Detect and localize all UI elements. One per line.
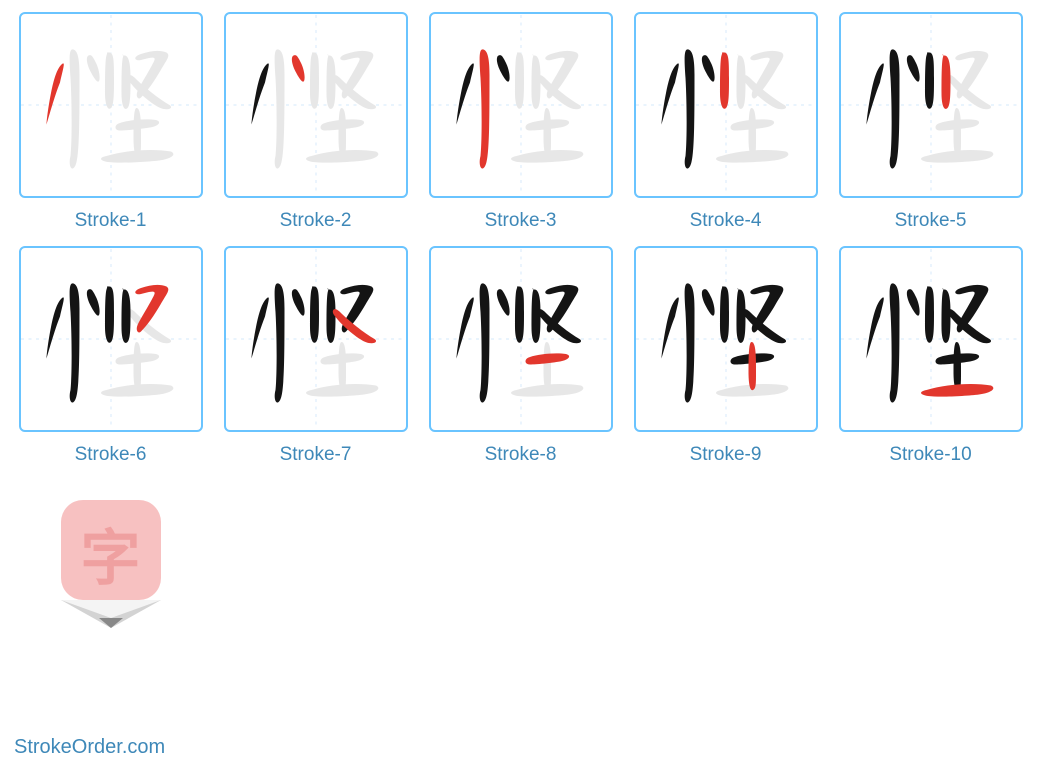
- stroke-caption: Stroke-8: [485, 444, 557, 466]
- stroke-caption: Stroke-7: [280, 444, 352, 466]
- stroke-caption: Stroke-9: [690, 444, 762, 466]
- stroke-caption: Stroke-10: [889, 444, 971, 466]
- stroke-tile[interactable]: [224, 246, 408, 432]
- stroke-tile[interactable]: [634, 12, 818, 198]
- stroke-caption: Stroke-2: [280, 210, 352, 232]
- site-watermark: StrokeOrder.com: [14, 736, 165, 759]
- stroke-tile[interactable]: [224, 12, 408, 198]
- stroke-cell: Stroke-9: [628, 246, 823, 476]
- stroke-caption: Stroke-5: [895, 210, 967, 232]
- stroke-caption: Stroke-4: [690, 210, 762, 232]
- stroke-tile[interactable]: [19, 246, 203, 432]
- stroke-cell: Stroke-8: [423, 246, 618, 476]
- site-logo-icon: 字: [61, 500, 161, 630]
- stroke-tile[interactable]: [839, 12, 1023, 198]
- logo-cell: 字: [13, 480, 208, 710]
- stroke-caption: Stroke-6: [75, 444, 147, 466]
- stroke-cell: Stroke-7: [218, 246, 413, 476]
- stroke-tile[interactable]: [839, 246, 1023, 432]
- stroke-grid: Stroke-1 Stroke-2 Stroke-3 Stroke-4 Stroke-5…: [0, 0, 1050, 714]
- stroke-cell: Stroke-5: [833, 12, 1028, 242]
- stroke-cell: Stroke-10: [833, 246, 1028, 476]
- stroke-tile[interactable]: [19, 12, 203, 198]
- stroke-cell: Stroke-2: [218, 12, 413, 242]
- stroke-caption: Stroke-1: [75, 210, 147, 232]
- stroke-tile[interactable]: [429, 12, 613, 198]
- stroke-cell: Stroke-6: [13, 246, 208, 476]
- stroke-cell: Stroke-1: [13, 12, 208, 242]
- stroke-cell: Stroke-4: [628, 12, 823, 242]
- stroke-tile[interactable]: [429, 246, 613, 432]
- stroke-caption: Stroke-3: [485, 210, 557, 232]
- stroke-tile[interactable]: [634, 246, 818, 432]
- stroke-cell: Stroke-3: [423, 12, 618, 242]
